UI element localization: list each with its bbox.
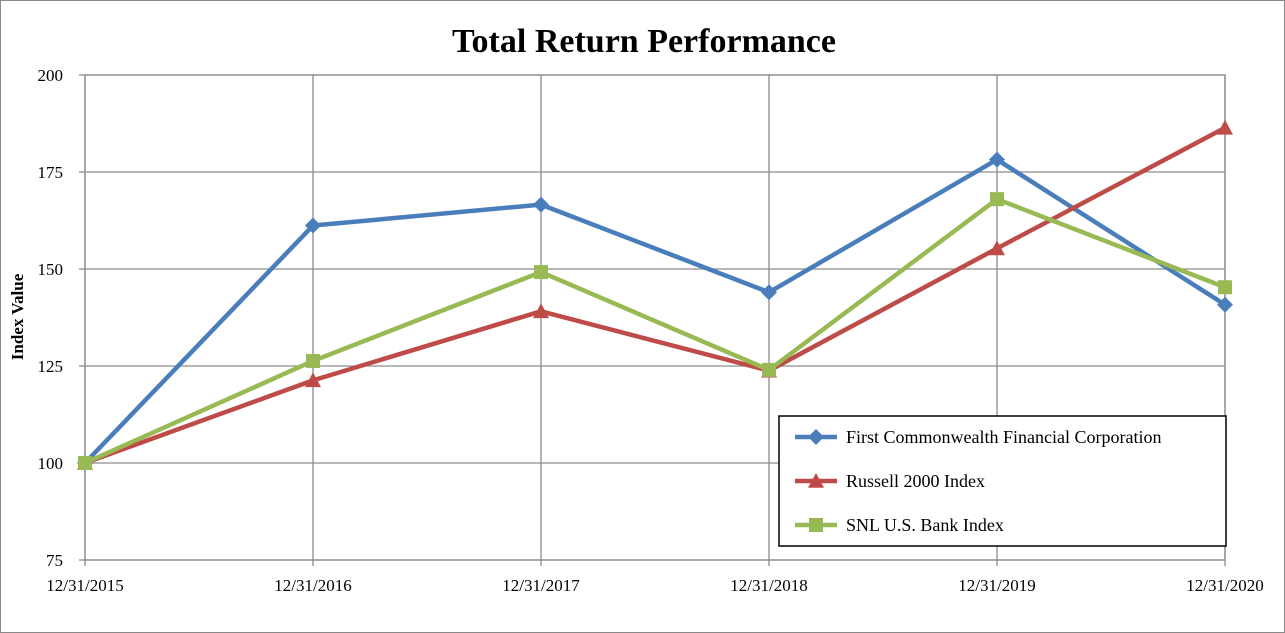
y-tick-label: 75	[46, 551, 63, 570]
chart-title: Total Return Performance	[452, 23, 836, 60]
data-point	[989, 240, 1005, 256]
x-tick-label: 12/31/2020	[1186, 576, 1263, 595]
legend-label: Russell 2000 Index	[846, 471, 985, 491]
series-layer	[77, 119, 1233, 471]
data-point	[1217, 119, 1233, 135]
series-line	[84, 196, 1226, 466]
legend-swatch-marker	[808, 429, 824, 445]
data-point	[78, 456, 92, 470]
data-point	[306, 353, 320, 368]
legend-box	[778, 415, 1227, 547]
data-point	[1217, 296, 1233, 313]
x-tick-label: 12/31/2015	[46, 576, 123, 595]
data-point	[1218, 280, 1232, 295]
axis-layer: 75 100 125 150 175 200 12/31/2015 12/31/2016 12/…	[38, 66, 1264, 595]
y-tick-label: 125	[38, 357, 64, 376]
data-point	[534, 265, 548, 280]
legend-swatch-marker	[808, 473, 824, 488]
data-point	[990, 192, 1004, 207]
plot-area-border	[84, 74, 1226, 561]
data-point	[761, 284, 777, 301]
data-point	[533, 196, 549, 213]
x-tick-label: 12/31/2019	[958, 576, 1035, 595]
legend-label: SNL U.S. Bank Index	[846, 515, 1004, 535]
series-line	[84, 125, 1227, 466]
y-tick-label: 175	[38, 163, 64, 182]
legend-item: Russell 2000 Index	[795, 471, 985, 491]
data-point	[305, 372, 321, 388]
data-point	[989, 151, 1005, 168]
legend: First Commonwealth Financial Corporation…	[778, 415, 1227, 547]
legend-item: SNL U.S. Bank Index	[795, 515, 1004, 535]
series-line	[83, 157, 1227, 465]
y-axis-label: Index Value	[8, 273, 27, 360]
legend-item: First Commonwealth Financial Corporation	[795, 427, 1161, 447]
legend-label: First Commonwealth Financial Corporation	[846, 427, 1161, 447]
data-point	[305, 217, 321, 234]
data-point	[533, 303, 549, 319]
y-tick-label: 100	[38, 454, 64, 473]
x-tick-label: 12/31/2016	[274, 576, 351, 595]
y-tick-label: 150	[38, 260, 64, 279]
x-tick-label: 12/31/2018	[730, 576, 807, 595]
y-tick-label: 200	[38, 66, 64, 85]
series-3	[78, 192, 1232, 470]
legend-swatch-marker	[809, 518, 823, 532]
x-tick-label: 12/31/2017	[502, 576, 580, 595]
data-point	[762, 362, 776, 377]
